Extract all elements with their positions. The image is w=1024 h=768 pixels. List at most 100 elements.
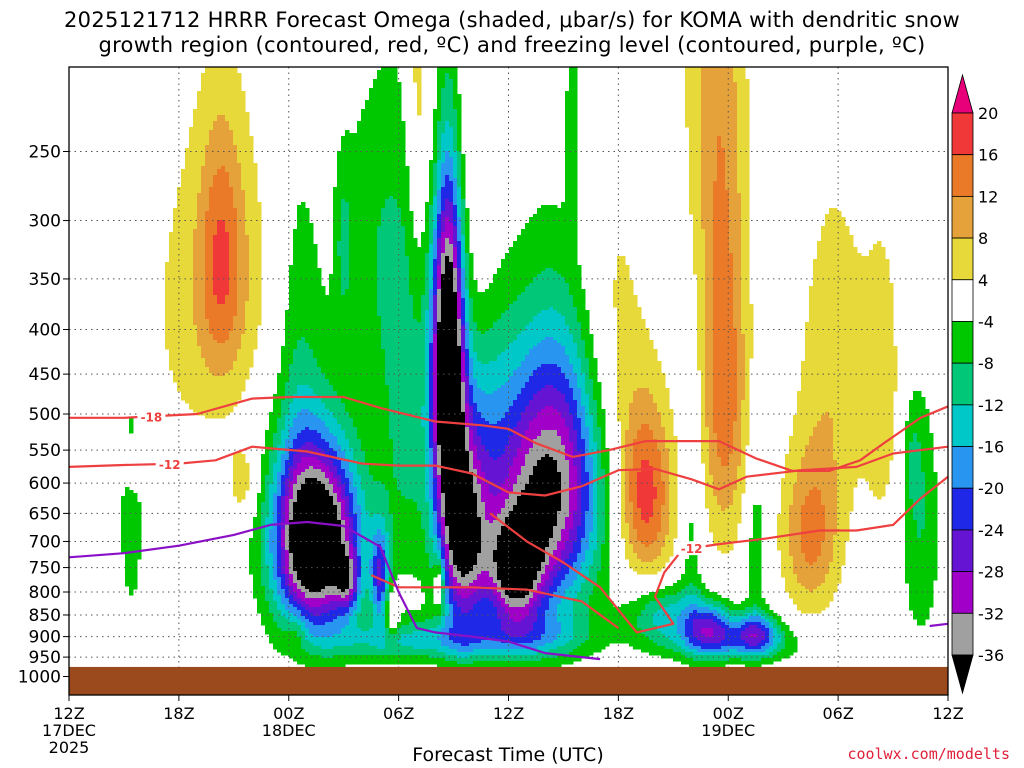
omega-cell: [445, 646, 450, 656]
omega-cell: [905, 421, 910, 584]
omega-cell: [537, 640, 542, 647]
omega-cell: [289, 574, 294, 587]
omega-cell: [321, 658, 326, 668]
y-tick-label: 700: [29, 532, 61, 552]
omega-cell: [517, 334, 522, 368]
omega-cell: [557, 541, 562, 560]
omega-cell: [689, 658, 694, 668]
omega-cell: [473, 592, 478, 605]
omega-cell: [769, 646, 774, 653]
omega-cell: [577, 646, 582, 662]
omega-cell: [721, 598, 726, 605]
omega-cell: [765, 604, 770, 614]
omega-cell: [217, 304, 222, 344]
omega-cell: [265, 475, 270, 518]
omega-cell: [345, 439, 350, 461]
omega-cell: [337, 397, 342, 425]
omega-cell: [693, 661, 698, 668]
omega-cell: [333, 646, 338, 656]
omega-cell: [549, 538, 554, 557]
omega-cell: [669, 409, 674, 557]
omega-cell: [265, 565, 270, 602]
omega-cell: [525, 661, 530, 668]
omega-cell: [377, 316, 382, 482]
omega-cell: [649, 466, 654, 518]
omega-cell: [673, 604, 678, 644]
omega-cell: [585, 394, 590, 428]
omega-cell: [213, 175, 218, 236]
omega-cell: [681, 598, 686, 611]
omega-cell: [433, 658, 438, 665]
omega-cell: [517, 235, 522, 296]
colorbar-label: 20: [978, 104, 998, 123]
omega-cell: [445, 655, 450, 662]
contour-label-bg: [137, 409, 166, 424]
omega-cell: [485, 661, 490, 668]
omega-cell: [577, 322, 582, 359]
omega-cell: [773, 655, 778, 662]
omega-cell: [553, 409, 558, 431]
omega-cell: [349, 472, 354, 494]
omega-cell: [561, 580, 566, 599]
omega-cell: [781, 649, 786, 659]
omega-cell: [721, 652, 726, 656]
omega-cell: [557, 646, 562, 656]
omega-cell: [489, 493, 494, 524]
omega-cell: [521, 649, 526, 656]
omega-cell: [481, 640, 486, 650]
omega-cell: [709, 637, 714, 644]
omega-cell: [305, 604, 310, 611]
omega-cell: [429, 448, 434, 500]
omega-cell: [449, 67, 454, 80]
omega-cell: [421, 655, 426, 665]
omega-cell: [289, 604, 294, 614]
omega-cell: [913, 520, 918, 620]
omega-cell: [565, 283, 570, 326]
omega-cell: [237, 349, 242, 401]
omega-cell: [553, 565, 558, 578]
omega-cell: [497, 535, 502, 581]
omega-cell: [545, 565, 550, 581]
omega-cell: [289, 466, 294, 482]
omega-cell: [409, 211, 414, 296]
omega-cell: [813, 487, 818, 563]
omega-cell: [357, 577, 362, 596]
omega-cell: [753, 637, 758, 647]
omega-cell: [437, 499, 442, 524]
omega-cell: [433, 196, 438, 230]
omega-cell: [501, 454, 506, 485]
omega-cell: [725, 619, 730, 626]
omega-cell: [545, 610, 550, 644]
omega-cell: [737, 655, 742, 659]
omega-cell: [361, 451, 366, 491]
omega-cell: [273, 394, 278, 434]
omega-cell: [637, 472, 642, 509]
omega-cell: [301, 607, 306, 617]
omega-cell: [233, 316, 238, 362]
omega-cell: [333, 610, 338, 620]
omega-cell: [489, 589, 494, 602]
omega-cell: [541, 562, 546, 575]
omega-cell: [549, 457, 554, 539]
omega-cell: [477, 460, 482, 485]
omega-cell: [537, 652, 542, 662]
omega-cell: [741, 334, 746, 401]
omega-cell: [697, 655, 702, 662]
omega-cell: [449, 181, 454, 203]
omega-cell: [417, 247, 422, 323]
omega-cell: [417, 67, 422, 116]
omega-cell: [469, 571, 474, 584]
omega-cell: [697, 619, 702, 641]
x-tick-label: 12Z: [53, 704, 84, 723]
omega-cell: [389, 439, 394, 515]
omega-cell: [753, 604, 758, 611]
omega-cell: [705, 619, 710, 629]
omega-cell: [349, 559, 354, 590]
omega-cell: [325, 649, 330, 659]
omega-cell: [369, 601, 374, 629]
omega-cell: [433, 478, 438, 512]
omega-cell: [353, 133, 358, 428]
omega-cell: [757, 622, 762, 629]
omega-cell: [321, 463, 326, 473]
omega-cell: [485, 421, 490, 452]
